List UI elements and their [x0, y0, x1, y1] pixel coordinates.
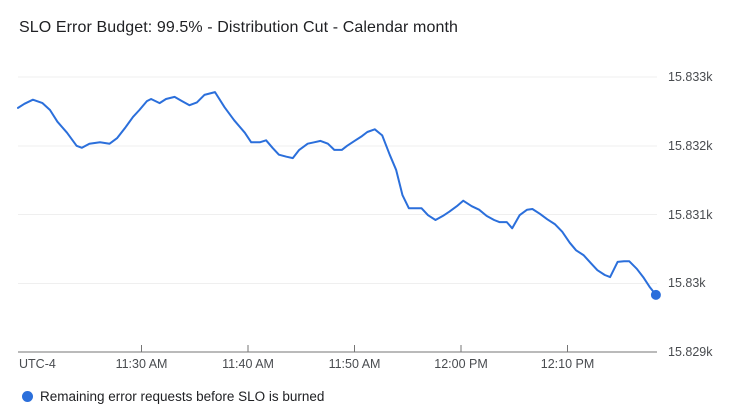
series-end-point[interactable]	[650, 289, 661, 300]
x-axis-label: 11:40 AM	[222, 357, 274, 371]
chart-svg	[17, 76, 661, 353]
legend-marker-icon	[22, 390, 33, 402]
y-axis-label: 15.832k	[668, 138, 713, 153]
x-axis-label: 11:30 AM	[115, 357, 168, 371]
x-axis-timezone-label: UTC-4	[19, 357, 56, 371]
x-axis-label: 11:50 AM	[328, 357, 381, 371]
y-axis-label: 15.831k	[668, 207, 713, 222]
y-axis-label: 15.833k	[668, 70, 713, 84]
y-axis-label: 15.829k	[668, 345, 713, 359]
series-line	[17, 91, 657, 296]
x-axis-label: 12:00 PM	[434, 357, 488, 371]
y-axis-label: 15.83k	[668, 276, 706, 291]
x-axis-label: 12:10 PM	[540, 357, 595, 371]
legend-label: Remaining error requests before SLO is b…	[40, 388, 325, 404]
chart-title: SLO Error Budget: 99.5% - Distribution C…	[19, 19, 458, 36]
legend-item[interactable]: Remaining error requests before SLO is b…	[22, 388, 325, 404]
